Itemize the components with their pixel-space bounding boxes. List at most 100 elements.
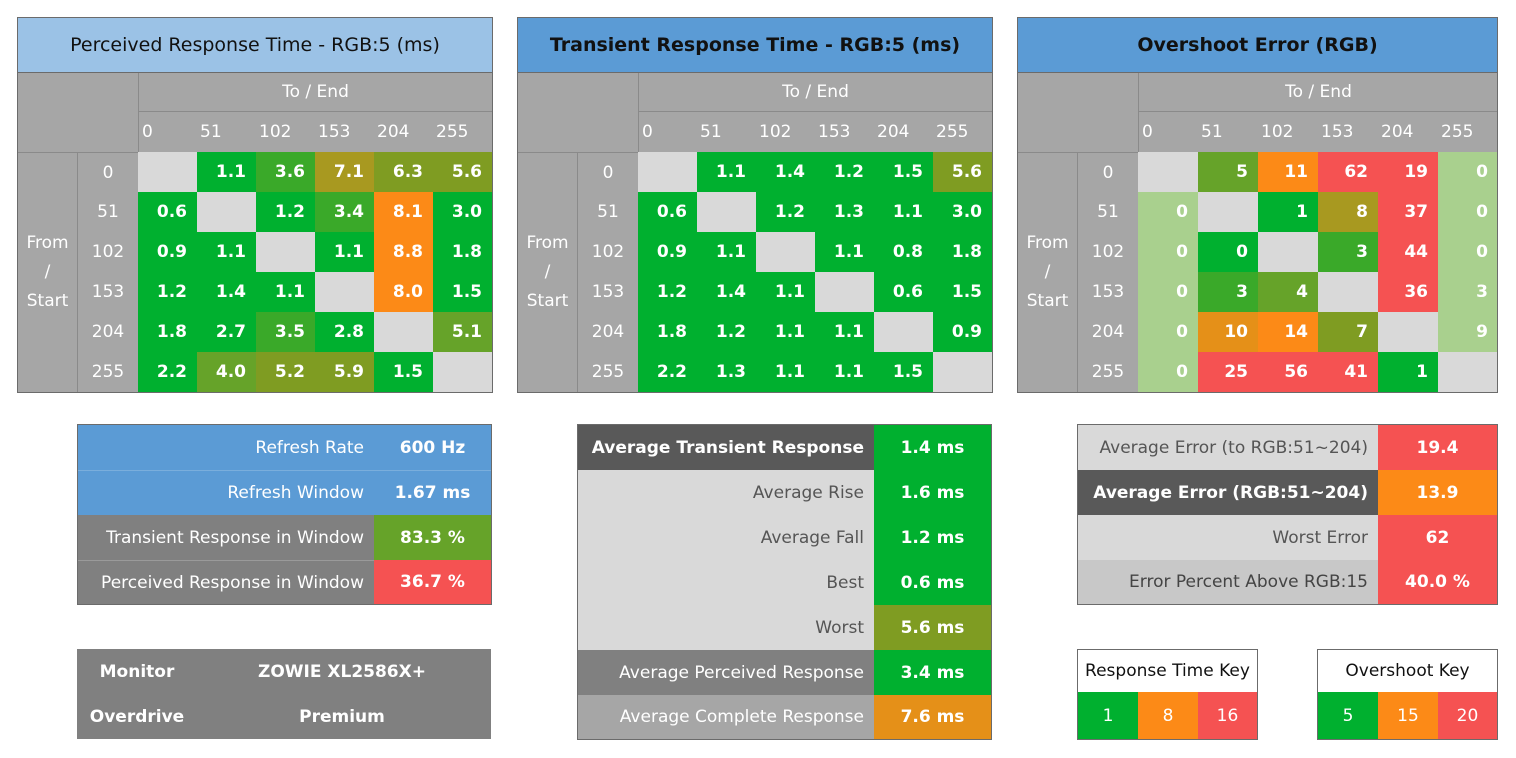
from-start-text: / <box>44 262 51 282</box>
row-level-label: 102 <box>78 232 138 272</box>
heatmap-cell: 1 <box>1258 192 1318 232</box>
worst-error-value: 62 <box>1378 515 1497 560</box>
heatmap-cell: 1.5 <box>933 272 992 312</box>
heatmap-cell: 3.0 <box>933 192 992 232</box>
row-level-label: 0 <box>1078 152 1138 192</box>
column-level-label: 153 <box>815 112 874 152</box>
heatmap-cell <box>374 312 433 352</box>
response-key-mid: 8 <box>1138 692 1198 739</box>
heatmap-cell: 5.6 <box>933 152 992 192</box>
refresh-window-value: 1.67 ms <box>374 470 491 515</box>
heatmap-cell: 9 <box>1438 312 1497 352</box>
column-level-label: 204 <box>374 112 433 152</box>
heatmap-cell: 1.8 <box>933 232 992 272</box>
from-start-text: From <box>526 233 569 253</box>
heatmap-cell: 0 <box>1438 152 1497 192</box>
worst-error-label: Worst Error <box>1078 515 1378 560</box>
heatmap-cell: 3.4 <box>315 192 374 232</box>
heatmap-title: Perceived Response Time - RGB:5 (ms) <box>18 18 492 73</box>
error-panel: Average Error (to RGB:51~204) 19.4 Avera… <box>1077 424 1498 605</box>
heatmap-cell: 0.6 <box>138 192 197 232</box>
column-level-label: 255 <box>1438 112 1497 152</box>
heatmap-cell: 1.1 <box>315 232 374 272</box>
from-start-text: Start <box>1026 291 1069 311</box>
heatmap-cell <box>197 192 256 232</box>
heatmap-cell: 1.2 <box>697 312 756 352</box>
column-level-label: 255 <box>933 112 992 152</box>
heatmap-cell: 3.0 <box>433 192 492 232</box>
corner-block <box>1018 73 1138 152</box>
row-level-label: 51 <box>578 192 638 232</box>
heatmap-cell: 1.4 <box>756 152 815 192</box>
heatmap-cell <box>933 352 992 392</box>
heatmap-cell: 1.5 <box>874 352 933 392</box>
heatmap-cell: 1.3 <box>815 192 874 232</box>
heatmap-cell: 1.5 <box>433 272 492 312</box>
heatmap-cell <box>697 192 756 232</box>
heatmap-cell: 1.1 <box>874 192 933 232</box>
heatmap-cell: 0 <box>1138 232 1198 272</box>
heatmap-cell: 1.1 <box>815 352 874 392</box>
heatmap-cell: 1.1 <box>815 232 874 272</box>
heatmap-cell: 0.6 <box>874 272 933 312</box>
heatmap-title: Overshoot Error (RGB) <box>1018 18 1497 73</box>
overshoot-error-heatmap: Overshoot Error (RGB) To / End 0 51 102 153 2… <box>1017 17 1498 393</box>
column-level-label: 153 <box>315 112 374 152</box>
heatmap-cell: 5.2 <box>256 352 315 392</box>
heatmap-cell: 8.1 <box>374 192 433 232</box>
response-key-low: 1 <box>1078 692 1138 739</box>
from-start-label: From / Start <box>518 152 578 392</box>
worst-label: Worst <box>578 605 874 650</box>
overdrive-value: Premium <box>299 706 385 727</box>
heatmap-cell: 4 <box>1258 272 1318 312</box>
best-value: 0.6 ms <box>874 560 991 605</box>
heatmap-cell: 5.1 <box>433 312 492 352</box>
heatmap-cell: 7 <box>1318 312 1378 352</box>
heatmap-cell: 3 <box>1198 272 1258 312</box>
heatmap-cell: 0.8 <box>874 232 933 272</box>
avg-error-value: 13.9 <box>1378 470 1497 515</box>
error-percent-value: 40.0 % <box>1378 560 1497 604</box>
from-start-text: From <box>1026 233 1069 253</box>
heatmap-cell: 19 <box>1378 152 1438 192</box>
row-level-label: 153 <box>1078 272 1138 312</box>
row-level-label: 204 <box>78 312 138 352</box>
heatmap-cell <box>874 312 933 352</box>
column-level-label: 0 <box>638 112 697 152</box>
column-level-label: 102 <box>756 112 815 152</box>
refresh-rate-label: Refresh Rate <box>78 425 374 470</box>
heatmap-cell: 0.9 <box>933 312 992 352</box>
heatmap-cell: 56 <box>1258 352 1318 392</box>
from-start-text: From <box>26 233 69 253</box>
heatmap-cell: 1.1 <box>815 312 874 352</box>
avg-error-label: Average Error (RGB:51~204) <box>1078 470 1378 515</box>
avg-transient-value: 1.4 ms <box>874 425 991 470</box>
heatmap-cell: 1.8 <box>138 312 197 352</box>
perceived-in-window-label: Perceived Response in Window <box>78 560 374 604</box>
to-end-header: To / End <box>138 73 492 112</box>
avg-rise-value: 1.6 ms <box>874 470 991 515</box>
avg-error-to-label: Average Error (to RGB:51~204) <box>1078 425 1378 470</box>
heatmap-cell: 1.4 <box>197 272 256 312</box>
heatmap-cell: 1.2 <box>756 192 815 232</box>
heatmap-cell: 3.5 <box>256 312 315 352</box>
heatmap-cell: 5.6 <box>433 152 492 192</box>
heatmap-cell: 0 <box>1198 232 1258 272</box>
heatmap-cell: 0 <box>1138 312 1198 352</box>
row-level-label: 204 <box>578 312 638 352</box>
column-level-label: 0 <box>1138 112 1198 152</box>
heatmap-cell: 10 <box>1198 312 1258 352</box>
heatmap-cell: 1.1 <box>756 312 815 352</box>
perceived-response-heatmap: Perceived Response Time - RGB:5 (ms) To … <box>17 17 493 393</box>
heatmap-cell: 5 <box>1198 152 1258 192</box>
avg-error-to-value: 19.4 <box>1378 425 1497 470</box>
heatmap-cell: 1.1 <box>756 272 815 312</box>
heatmap-cell: 1.1 <box>697 232 756 272</box>
heatmap-cell <box>1378 312 1438 352</box>
from-start-text: / <box>1044 262 1051 282</box>
heatmap-cell <box>1198 192 1258 232</box>
row-level-label: 51 <box>78 192 138 232</box>
heatmap-cell <box>138 152 197 192</box>
heatmap-cell: 1.2 <box>256 192 315 232</box>
heatmap-cell: 8.8 <box>374 232 433 272</box>
